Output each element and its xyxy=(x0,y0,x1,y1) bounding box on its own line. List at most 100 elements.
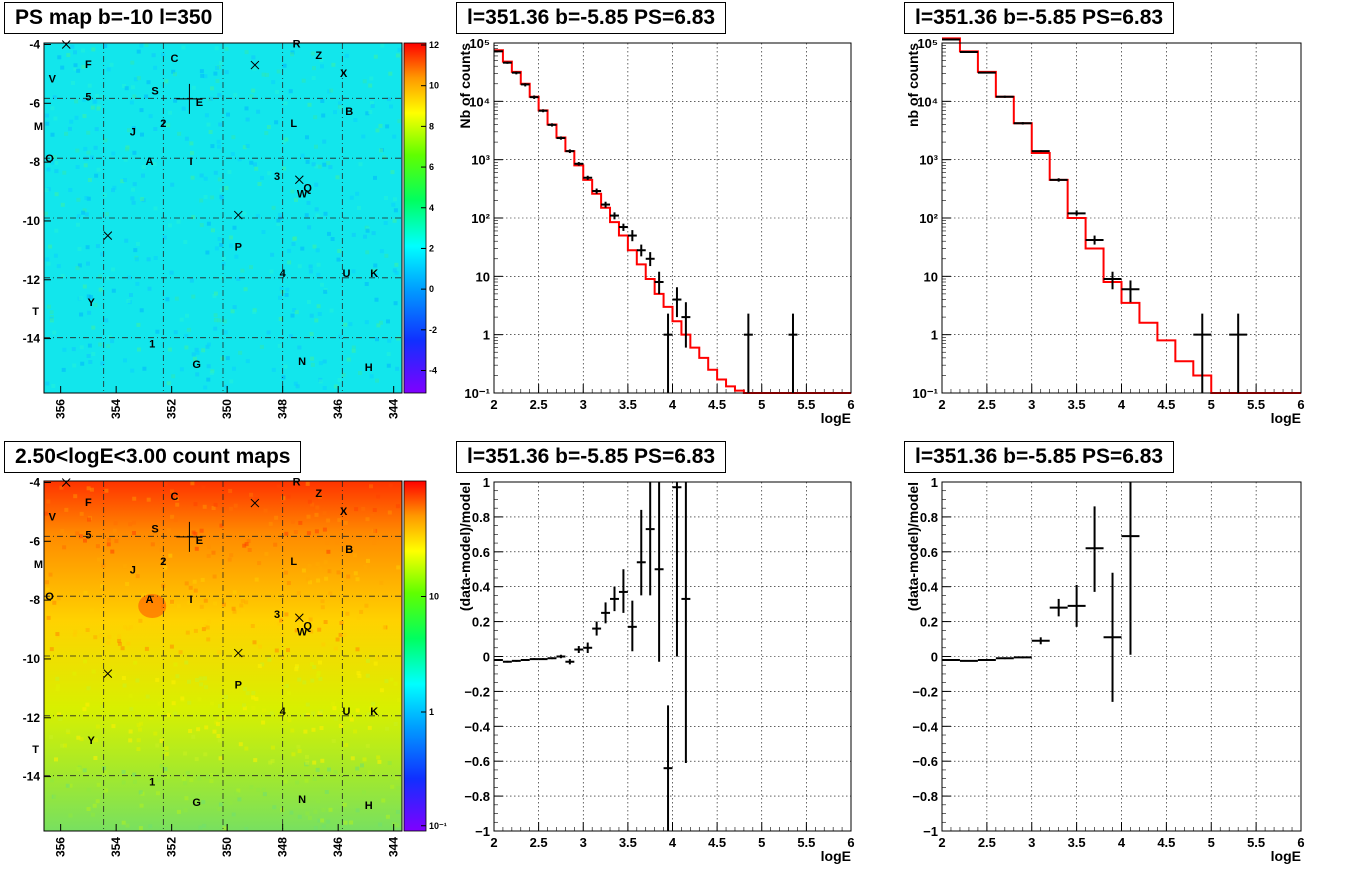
map-pixel xyxy=(87,178,92,182)
map-y-tick-label: -8 xyxy=(29,593,40,607)
map-pixel xyxy=(94,93,99,98)
map-y-tick-label: -10 xyxy=(23,652,41,666)
map-pixel xyxy=(173,98,178,103)
map-pixel xyxy=(206,619,211,624)
map-pixel xyxy=(90,155,94,160)
map-pixel xyxy=(369,484,373,489)
map-pixel xyxy=(361,790,366,795)
map-pixel xyxy=(52,536,57,541)
map-pixel xyxy=(121,780,126,785)
map-pixel xyxy=(259,344,264,349)
map-pixel xyxy=(76,767,81,771)
map-pixel xyxy=(126,641,131,646)
map-pixel xyxy=(203,676,207,681)
map-pixel xyxy=(216,734,221,738)
map-pixel xyxy=(286,691,291,696)
map-pixel xyxy=(375,337,379,342)
map-pixel xyxy=(281,496,286,501)
map-pixel xyxy=(332,706,337,711)
data-point xyxy=(511,71,521,75)
spectrum-title-1: l=351.36 b=-5.85 PS=6.83 xyxy=(456,2,727,34)
map-x-tick-label: 352 xyxy=(165,837,179,857)
map-pixel xyxy=(111,724,116,729)
map-pixel xyxy=(280,631,284,636)
map-pixel xyxy=(169,644,174,649)
map-pixel xyxy=(203,385,208,390)
map-pixel xyxy=(213,502,218,507)
map-pixel xyxy=(395,823,400,828)
map-pixel xyxy=(69,119,74,124)
map-pixel xyxy=(385,713,390,718)
map-source-label: J xyxy=(130,565,136,577)
map-pixel xyxy=(284,292,289,297)
map-pixel xyxy=(62,545,67,550)
map-pixel xyxy=(363,565,368,569)
map-source-label: K xyxy=(370,706,378,718)
map-pixel xyxy=(59,485,64,490)
map-pixel xyxy=(266,125,271,129)
map-pixel xyxy=(183,808,188,813)
palette-tick-label: 8 xyxy=(429,121,434,131)
map-pixel xyxy=(84,196,89,200)
map-pixel xyxy=(292,308,297,312)
y-axis-label: (data-model)/model xyxy=(905,482,921,611)
map-pixel xyxy=(191,294,196,299)
map-pixel xyxy=(386,363,391,368)
map-pixel xyxy=(274,515,279,520)
map-pixel xyxy=(353,571,358,576)
map-pixel xyxy=(170,489,174,494)
map-source-label: A xyxy=(145,594,153,606)
map-pixel xyxy=(288,334,293,339)
y-tick-label: −0.4 xyxy=(912,719,938,734)
map-pixel xyxy=(111,151,116,156)
map-pixel xyxy=(94,738,98,743)
map-pixel xyxy=(103,138,108,143)
x-tick-label: 3.5 xyxy=(1068,397,1086,412)
map-pixel xyxy=(319,58,324,62)
map-pixel xyxy=(356,615,361,620)
map-source-label: X xyxy=(340,68,348,80)
x-tick-label: 4.5 xyxy=(708,835,726,850)
map-pixel xyxy=(86,261,90,266)
map-pixel xyxy=(244,106,249,111)
data-point xyxy=(538,109,548,113)
map-pixel xyxy=(396,698,401,703)
x-tick-label: 2 xyxy=(938,397,945,412)
map-pixel xyxy=(243,287,248,292)
map-pixel xyxy=(351,232,356,237)
map-pixel xyxy=(294,664,299,669)
map-source-label: H xyxy=(365,362,373,374)
map-pixel xyxy=(331,701,336,706)
map-pixel xyxy=(138,826,143,831)
map-x-tick-label: 356 xyxy=(54,837,68,857)
map-pixel xyxy=(66,53,71,58)
map-pixel xyxy=(262,792,267,797)
map-pixel xyxy=(153,127,158,131)
x-tick-label: 6 xyxy=(847,835,854,850)
map-pixel xyxy=(125,147,129,152)
map-pixel xyxy=(397,119,402,124)
data-point xyxy=(494,658,503,661)
map-pixel xyxy=(254,577,259,582)
map-pixel xyxy=(163,767,168,772)
map-pixel xyxy=(232,225,237,230)
map-pixel xyxy=(308,815,312,820)
map-pixel xyxy=(175,674,180,679)
map-pixel xyxy=(316,674,321,678)
map-pixel xyxy=(252,66,257,71)
map-pixel xyxy=(128,738,133,743)
map-pixel xyxy=(305,159,310,164)
map-pixel xyxy=(271,80,276,85)
map-pixel xyxy=(87,83,92,88)
x-axis-label: logE xyxy=(821,410,851,426)
map-source-label: C xyxy=(170,491,178,503)
map-pixel xyxy=(391,202,396,207)
y-tick-label: −0.8 xyxy=(912,789,938,804)
map-pixel xyxy=(394,775,399,780)
map-pixel xyxy=(394,262,399,267)
y-tick-label: −0.2 xyxy=(464,684,490,699)
map-pixel xyxy=(346,357,351,362)
map-pixel xyxy=(219,196,224,201)
map-pixel xyxy=(54,228,59,233)
map-pixel xyxy=(358,162,363,167)
